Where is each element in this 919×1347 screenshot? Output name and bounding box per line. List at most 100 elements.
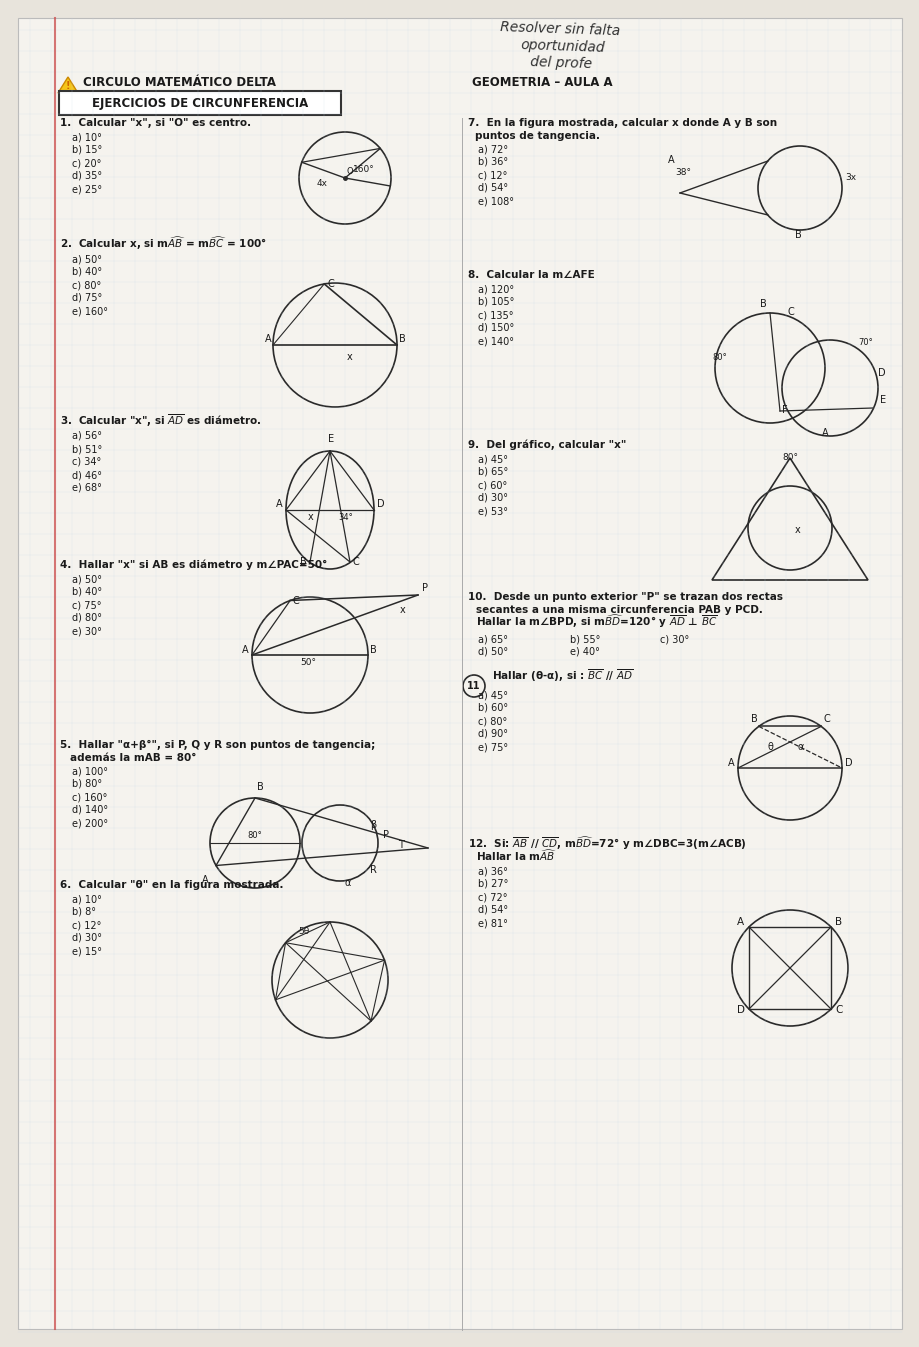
Text: b) 40°: b) 40° [72,267,102,277]
Text: B: B [750,714,756,725]
Text: a) 72°: a) 72° [478,144,507,154]
Text: Resolver sin falta: Resolver sin falta [499,20,620,38]
Text: A: A [667,155,674,164]
Text: B: B [399,334,405,343]
Text: b) 55°: b) 55° [570,634,600,644]
Text: F: F [781,405,787,415]
Text: P: P [422,583,427,593]
Text: del profe: del profe [529,55,592,71]
Text: 80°: 80° [246,831,262,841]
Text: a) 10°: a) 10° [72,894,102,904]
Text: 8.  Calcular la m∠AFE: 8. Calcular la m∠AFE [468,269,594,280]
Text: O: O [346,167,353,176]
Text: d) 150°: d) 150° [478,323,514,333]
Text: GEOMETRIA – AULA A: GEOMETRIA – AULA A [471,75,612,89]
Text: b) 36°: b) 36° [478,158,507,167]
Text: x: x [308,512,313,523]
Text: 160°: 160° [353,164,374,174]
Text: c) 80°: c) 80° [72,280,101,290]
Text: 4.  Hallar "x" si AB es diámetro y m∠PAC=50°: 4. Hallar "x" si AB es diámetro y m∠PAC=… [60,559,327,570]
Text: B: B [369,645,377,655]
Text: c) 80°: c) 80° [478,717,506,726]
Text: 11: 11 [467,682,481,691]
Text: D: D [877,368,885,379]
Text: α: α [797,742,803,752]
Text: e) 140°: e) 140° [478,335,514,346]
Text: 38°: 38° [675,168,690,176]
Text: 34°: 34° [337,513,352,523]
Text: b) 51°: b) 51° [72,445,102,454]
Text: E: E [328,434,334,445]
Text: β: β [369,820,376,830]
Text: B: B [759,299,766,308]
Text: C: C [353,558,359,567]
Text: A: A [821,428,828,438]
Text: 5.  Hallar "α+β°", si P, Q y R son puntos de tangencia;: 5. Hallar "α+β°", si P, Q y R son puntos… [60,740,375,750]
Text: oportunidad: oportunidad [519,38,604,55]
Text: 12.  Si: $\overline{AB}$ // $\overline{CD}$, m$\widehat{BD}$=72° y m∠DBC=3(m∠ACB: 12. Si: $\overline{AB}$ // $\overline{CD… [468,835,746,853]
Text: c) 75°: c) 75° [72,599,101,610]
Text: puntos de tangencia.: puntos de tangencia. [474,131,599,141]
Text: d) 50°: d) 50° [478,647,507,657]
FancyBboxPatch shape [18,18,901,1329]
Text: A: A [276,498,282,509]
Text: C: C [788,307,794,317]
Text: A: A [242,645,248,655]
Text: A: A [736,917,743,927]
Text: B: B [256,783,264,792]
Text: d) 54°: d) 54° [478,183,507,193]
Text: 70°: 70° [857,338,872,348]
Text: secantes a una misma circunferencia PAB y PCD.: secantes a una misma circunferencia PAB … [475,605,762,616]
Text: d) 75°: d) 75° [72,294,102,303]
Text: c) 160°: c) 160° [72,792,108,801]
Text: 5θ: 5θ [298,927,309,936]
Text: c) 135°: c) 135° [478,310,513,321]
Text: a) 120°: a) 120° [478,284,514,294]
Text: 80°: 80° [711,353,726,362]
Text: e) 25°: e) 25° [72,185,102,194]
Text: 2.  Calcular x, si m$\widehat{AB}$ = m$\widehat{BC}$ = 100°: 2. Calcular x, si m$\widehat{AB}$ = m$\w… [60,234,267,252]
Text: a) 100°: a) 100° [72,766,108,776]
Text: B: B [300,558,306,567]
Text: 7.  En la figura mostrada, calcular x donde A y B son: 7. En la figura mostrada, calcular x don… [468,119,777,128]
Text: C: C [292,597,299,606]
Text: d) 30°: d) 30° [478,493,507,502]
Text: D: D [844,758,852,768]
Text: b) 60°: b) 60° [478,703,507,713]
Text: x: x [346,352,352,362]
Text: e) 81°: e) 81° [478,919,507,928]
Text: d) 140°: d) 140° [72,806,108,815]
Text: b) 80°: b) 80° [72,779,102,789]
Text: e) 30°: e) 30° [72,626,102,636]
Text: c) 72°: c) 72° [478,892,507,902]
Text: EJERCICIOS DE CIRCUNFERENCIA: EJERCICIOS DE CIRCUNFERENCIA [92,97,308,110]
Text: a) 65°: a) 65° [478,634,507,644]
Text: 6.  Calcular "θ" en la figura mostrada.: 6. Calcular "θ" en la figura mostrada. [60,880,283,890]
Text: d) 35°: d) 35° [72,171,102,180]
Text: !: ! [65,81,70,92]
Text: 4x: 4x [317,179,328,189]
Text: 80°: 80° [781,453,797,462]
Text: a) 10°: a) 10° [72,132,102,141]
Text: c) 12°: c) 12° [72,920,101,929]
Text: e) 68°: e) 68° [72,484,102,493]
Text: e) 160°: e) 160° [72,306,108,317]
FancyBboxPatch shape [59,92,341,114]
Text: d) 90°: d) 90° [478,729,507,740]
Text: además la mAB = 80°: además la mAB = 80° [70,753,196,762]
Text: e) 40°: e) 40° [570,647,599,657]
Text: c) 60°: c) 60° [478,480,506,490]
Text: A: A [727,758,734,768]
Text: c) 20°: c) 20° [72,158,101,168]
Text: Hallar la m$\widehat{AB}$: Hallar la m$\widehat{AB}$ [475,847,557,863]
Text: R: R [369,865,377,876]
Text: A: A [202,876,209,885]
Text: d) 80°: d) 80° [72,613,102,624]
Text: a) 50°: a) 50° [72,255,102,264]
Text: d) 30°: d) 30° [72,933,102,943]
Text: θ: θ [767,742,773,752]
Text: 10.  Desde un punto exterior "P" se trazan dos rectas: 10. Desde un punto exterior "P" se traza… [468,591,782,602]
Text: CIRCULO MATEMÁTICO DELTA: CIRCULO MATEMÁTICO DELTA [83,75,276,89]
Text: c) 30°: c) 30° [659,634,688,644]
Text: e) 75°: e) 75° [478,742,507,752]
